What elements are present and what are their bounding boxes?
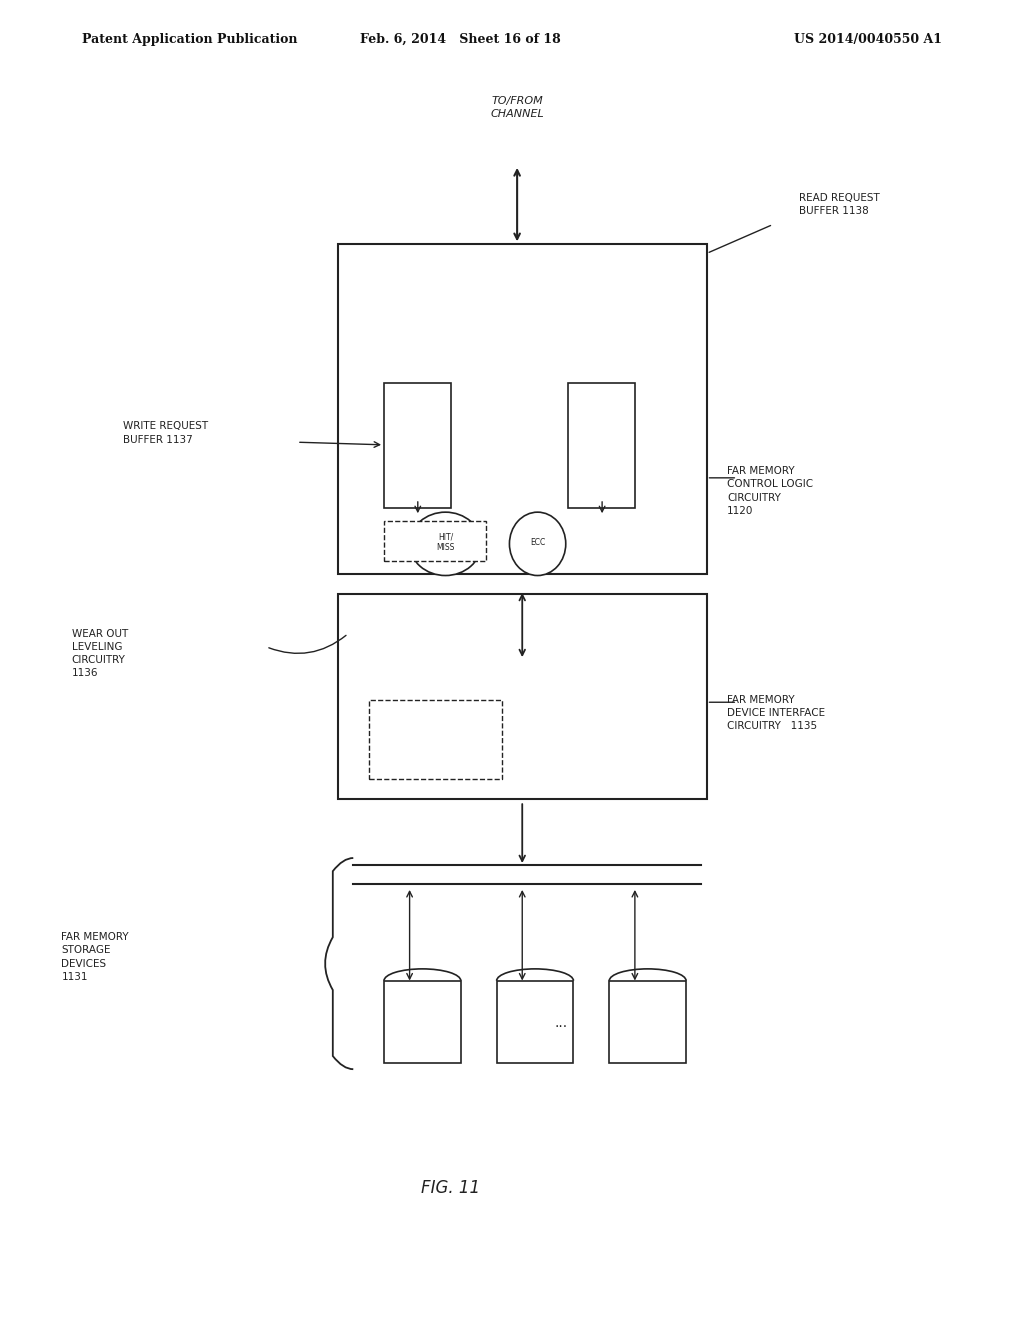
Text: ...: ... xyxy=(555,1016,567,1030)
FancyBboxPatch shape xyxy=(568,383,635,508)
Text: WEAR OUT
LEVELING
CIRCUITRY
1136: WEAR OUT LEVELING CIRCUITRY 1136 xyxy=(72,628,128,678)
Text: ECC: ECC xyxy=(530,539,545,546)
Text: FAR MEMORY
CONTROL LOGIC
CIRCUITRY
1120: FAR MEMORY CONTROL LOGIC CIRCUITRY 1120 xyxy=(727,466,813,516)
Text: TO/FROM
CHANNEL: TO/FROM CHANNEL xyxy=(490,95,544,119)
FancyBboxPatch shape xyxy=(338,244,707,574)
Text: FAR MEMORY
STORAGE
DEVICES
1131: FAR MEMORY STORAGE DEVICES 1131 xyxy=(61,932,129,982)
FancyBboxPatch shape xyxy=(384,521,486,561)
Text: WRITE REQUEST
BUFFER 1137: WRITE REQUEST BUFFER 1137 xyxy=(123,421,208,445)
Text: Patent Application Publication: Patent Application Publication xyxy=(82,33,297,46)
Text: READ REQUEST
BUFFER 1138: READ REQUEST BUFFER 1138 xyxy=(799,193,880,216)
Ellipse shape xyxy=(510,512,565,576)
Ellipse shape xyxy=(410,512,481,576)
FancyBboxPatch shape xyxy=(384,981,461,1063)
FancyBboxPatch shape xyxy=(338,594,707,799)
Text: FAR MEMORY
DEVICE INTERFACE
CIRCUITRY   1135: FAR MEMORY DEVICE INTERFACE CIRCUITRY 11… xyxy=(727,694,825,731)
FancyBboxPatch shape xyxy=(384,383,451,508)
FancyBboxPatch shape xyxy=(497,981,573,1063)
FancyBboxPatch shape xyxy=(369,700,502,779)
Text: US 2014/0040550 A1: US 2014/0040550 A1 xyxy=(794,33,942,46)
Text: FIG. 11: FIG. 11 xyxy=(421,1179,480,1197)
Text: HIT/
MISS: HIT/ MISS xyxy=(436,533,455,552)
FancyBboxPatch shape xyxy=(609,981,686,1063)
Text: Feb. 6, 2014   Sheet 16 of 18: Feb. 6, 2014 Sheet 16 of 18 xyxy=(360,33,561,46)
